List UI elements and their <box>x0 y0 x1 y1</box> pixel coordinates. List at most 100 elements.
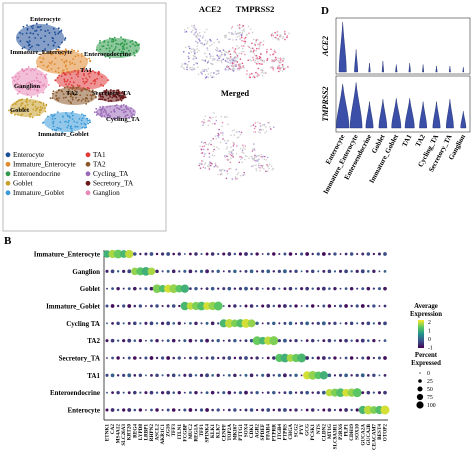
legend-swatch <box>5 161 11 167</box>
size-legend-label: 100 <box>427 403 436 409</box>
feature-maps <box>180 24 290 181</box>
dot-cycling-ta-cdk1 <box>247 319 256 328</box>
dot-immature-goblet-scg2 <box>294 304 298 308</box>
panel-d-letter: D <box>321 5 329 17</box>
violin-tmprss2-goblet <box>378 99 388 129</box>
dot-ta1-pcsk1 <box>308 370 318 380</box>
dot-ta1-cdh19 <box>350 374 353 377</box>
dot-enteroendocrine-ffar4 <box>266 391 270 395</box>
dot-enteroendocrine-ceacam7 <box>372 391 376 394</box>
dot-immature-goblet-ptprs <box>283 304 287 308</box>
dotplot-gene-label: ZG16 <box>166 424 172 437</box>
dotplot-row-label: TA2 <box>87 337 100 345</box>
dot-cycling-ta-lypd8 <box>139 322 142 325</box>
dot-immature-goblet-slc9a3r1 <box>333 304 337 308</box>
dot-ganglion-sox4 <box>244 269 248 273</box>
dot-goblet-plp1 <box>344 287 348 291</box>
dot-immature-goblet-mt1g <box>327 304 332 308</box>
dot-ta1-ca2 <box>110 373 115 378</box>
dot-ta1-sox10 <box>355 373 359 377</box>
dot-enteroendocrine-muc2 <box>189 391 192 395</box>
violin-gene-label: TMPRSS2 <box>321 86 330 121</box>
dot-enteroendocrine-mt1g <box>325 388 334 397</box>
dot-ta1-itgb4 <box>277 373 281 377</box>
dot-immature-goblet-tff1 <box>197 301 206 311</box>
dot-enterocyte-nts <box>317 408 320 412</box>
dot-enteroendocrine-guca2b <box>366 390 371 395</box>
umap-cluster-ganglion <box>11 66 50 98</box>
dot-ta2-guca2b <box>367 339 370 342</box>
dot-immature-goblet-tff3 <box>171 304 176 308</box>
dot-ta1-otop2 <box>383 373 387 377</box>
dot-ta2-gcg <box>305 339 309 343</box>
dot-enterocyte-slc26a3 <box>122 408 126 412</box>
dot-cycling-ta-krt20 <box>127 321 131 325</box>
dot-secretory-ta-fcgbp <box>183 357 186 359</box>
dot-cycling-ta-akr1c1 <box>161 321 165 325</box>
dot-cycling-ta-ptprs <box>283 321 287 325</box>
dot-enterocyte-ascl2 <box>155 408 159 412</box>
umap-cluster-goblet <box>8 97 48 119</box>
dotplot-gene-label: LYPD8 <box>138 424 144 441</box>
dot-enteroendocrine-zg16 <box>166 390 171 395</box>
dot-immature-goblet-etnk1 <box>105 304 109 308</box>
dot-enteroendocrine-tff3 <box>172 391 176 394</box>
dot-ta2-spink4 <box>205 338 209 343</box>
dot-enteroendocrine-klk1 <box>210 390 215 395</box>
dot-ta1-cdk1 <box>249 373 254 378</box>
dot-immature-enterocyte-plp1 <box>344 252 348 256</box>
dot-enteroendocrine-pyy <box>300 391 304 395</box>
dot-ganglion-ffar4 <box>266 269 271 274</box>
violin-tmprss2-secretory_ta <box>446 99 454 129</box>
dot-ganglion-scg2 <box>294 269 298 273</box>
dot-ta2-otop2 <box>383 339 387 343</box>
dot-cycling-ta-nts <box>316 321 320 325</box>
dot-ta2-cenpf <box>222 339 225 342</box>
dot-cycling-ta-spink4 <box>205 321 209 325</box>
dot-enterocyte-pcsk1 <box>310 408 315 412</box>
violin-ace2-goblet <box>381 60 384 73</box>
legend-label: Goblet <box>13 180 33 188</box>
dot-ta1-pttg1 <box>239 374 242 377</box>
dot-goblet-pyy <box>300 287 304 291</box>
dot-ta1-cenpf <box>222 374 225 377</box>
dot-enteroendocrine-scg2 <box>294 391 298 394</box>
dot-cycling-ta-ffar4 <box>266 321 270 325</box>
dot-ta1-scg2 <box>294 373 298 377</box>
dot-goblet-spdef <box>261 287 264 290</box>
dot-ta2-agr2 <box>252 336 262 346</box>
dot-immature-enterocyte-lypd8 <box>139 252 142 256</box>
dot-ta2-lrbp1 <box>145 339 147 342</box>
legend-label: Immature_Enterocyte <box>13 161 76 169</box>
dot-ta1-spdef <box>261 373 265 377</box>
dot-immature-goblet-top2a <box>227 304 231 308</box>
dotplot-gene-label: CDH19 <box>349 424 355 441</box>
dot-goblet-spink4 <box>205 287 209 291</box>
dot-immature-goblet-reg4 <box>133 304 137 308</box>
dot-secretory-ta-zg16 <box>166 356 171 360</box>
dot-ganglion-pyy <box>300 270 303 273</box>
dot-enteroendocrine-klk7 <box>217 391 220 394</box>
dot-secretory-ta-gcg <box>305 356 309 360</box>
dot-immature-enterocyte-ptprr <box>272 252 276 256</box>
dot-enteroendocrine-reg4 <box>133 390 137 395</box>
dot-ta1-ms4a12 <box>116 374 120 377</box>
dot-secretory-ta-etnk1 <box>106 357 108 359</box>
dot-secretory-ta-slc9a3r1 <box>333 356 337 360</box>
dot-cycling-ta-plp1 <box>344 321 348 325</box>
violin-category-label: TA2 <box>414 133 427 148</box>
dot-ta1-slc26a3 <box>122 373 126 377</box>
dot-immature-enterocyte-otop2 <box>383 252 387 256</box>
dot-goblet-ascl2 <box>152 284 162 293</box>
dot-cycling-ta-muc2 <box>189 321 192 325</box>
dot-immature-enterocyte-nts <box>316 252 320 256</box>
dot-immature-enterocyte-reg4 <box>133 252 137 256</box>
colorbar-gradient <box>418 320 424 348</box>
umap-cluster-cycling-ta <box>93 103 136 121</box>
dot-cycling-ta-fcgbp <box>183 322 186 325</box>
dotplot-gene-label: ASCL2 <box>155 424 161 441</box>
dot-secretory-ta-rhpn2 <box>149 356 154 360</box>
dot-ta2-ms4a12 <box>116 339 120 342</box>
umap-cluster-immature-goblet <box>42 110 92 134</box>
